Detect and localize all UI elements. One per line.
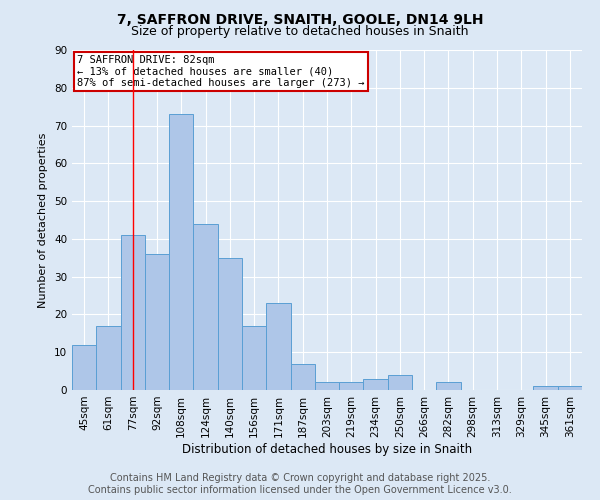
- Bar: [388, 375, 412, 390]
- Text: Contains HM Land Registry data © Crown copyright and database right 2025.
Contai: Contains HM Land Registry data © Crown c…: [88, 474, 512, 495]
- Bar: [169, 114, 193, 390]
- Text: 7 SAFFRON DRIVE: 82sqm
← 13% of detached houses are smaller (40)
87% of semi-det: 7 SAFFRON DRIVE: 82sqm ← 13% of detached…: [77, 55, 365, 88]
- Bar: [72, 344, 96, 390]
- Bar: [218, 258, 242, 390]
- X-axis label: Distribution of detached houses by size in Snaith: Distribution of detached houses by size …: [182, 442, 472, 456]
- Text: 7, SAFFRON DRIVE, SNAITH, GOOLE, DN14 9LH: 7, SAFFRON DRIVE, SNAITH, GOOLE, DN14 9L…: [117, 12, 483, 26]
- Bar: [290, 364, 315, 390]
- Bar: [436, 382, 461, 390]
- Bar: [266, 303, 290, 390]
- Y-axis label: Number of detached properties: Number of detached properties: [38, 132, 49, 308]
- Bar: [145, 254, 169, 390]
- Bar: [242, 326, 266, 390]
- Bar: [533, 386, 558, 390]
- Bar: [193, 224, 218, 390]
- Text: Size of property relative to detached houses in Snaith: Size of property relative to detached ho…: [131, 25, 469, 38]
- Bar: [121, 235, 145, 390]
- Bar: [558, 386, 582, 390]
- Bar: [96, 326, 121, 390]
- Bar: [339, 382, 364, 390]
- Bar: [364, 378, 388, 390]
- Bar: [315, 382, 339, 390]
